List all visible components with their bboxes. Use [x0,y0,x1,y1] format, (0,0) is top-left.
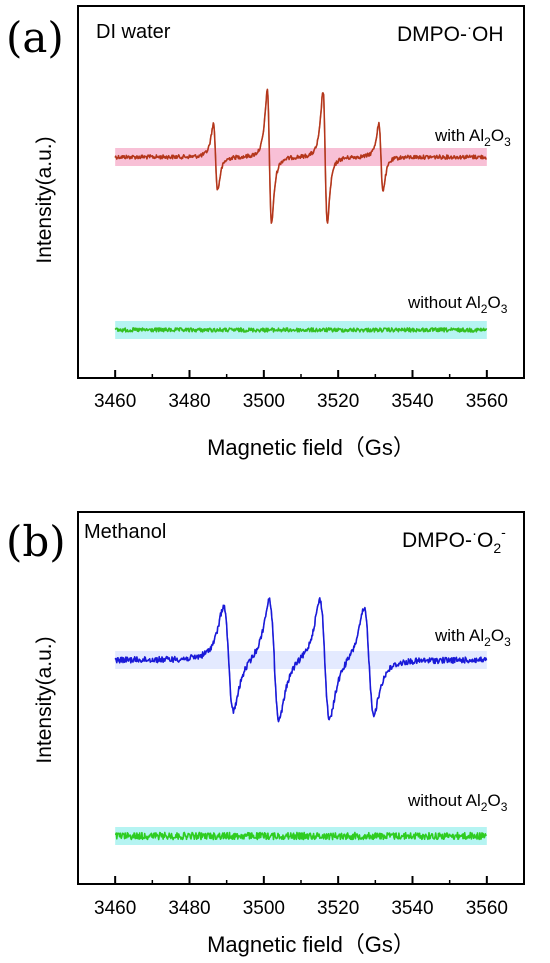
panel-a-species-label: DMPO-·OH [397,19,504,46]
panel-a-x-tick-label: 3560 [466,391,508,412]
panel-b-series-line-1 [114,831,487,841]
panel-a-x-tick-label: 3480 [168,391,210,412]
panel-a-x-axis: 3460 3480 3500 3520 3540 3560 [94,370,508,412]
panel-a-x-tick-label: 3460 [94,391,136,412]
panel-a-x-tick-label: 3500 [243,391,285,412]
panel-a-x-axis-title: Magnetic field（Gs） [207,435,415,460]
panel-a-x-tick-label: 3520 [317,391,359,412]
panel-b-x-tick-label: 3460 [94,898,136,919]
panel-b-x-tick-label: 3560 [466,898,508,919]
panel-b-species-label: DMPO-·O2- [402,524,506,556]
panel-b-series-layer [114,597,488,845]
panel-b-x-axis-title: Magnetic field（Gs） [207,932,415,957]
panel-a-series-line-0 [114,88,487,224]
panel-b: (b) Methanol DMPO-·O2- with Al2O3 withou… [6,511,525,957]
panel-a-legend-without: without Al2O3 [407,293,508,316]
panel-a-series-layer [114,88,488,339]
panel-b-legend-without: without Al2O3 [407,791,508,814]
panel-a-series-line-1 [114,327,488,333]
panel-b-letter: (b) [6,517,66,566]
panel-a-solvent-label: DI water [96,21,171,43]
panel-b-y-axis-title: Intensity(a.u.) [33,636,56,763]
panel-a-letter: (a) [6,13,64,62]
panel-b-solvent-label: Methanol [84,521,166,543]
panel-b-x-axis: 3460 3480 3500 3520 3540 3560 [94,876,508,919]
panel-b-x-tick-label: 3540 [391,898,433,919]
panel-b-x-tick-label: 3520 [317,898,359,919]
panel-a-x-tick-label: 3540 [391,391,433,412]
panel-b-x-tick-label: 3500 [243,898,285,919]
panel-b-series-line-0 [114,597,488,723]
panel-a-y-axis-title: Intensity(a.u.) [33,136,56,263]
panel-a-legend-with: with Al2O3 [434,126,511,149]
panel-a: (a) DI water DMPO-·OH with Al2O3 without… [6,5,525,460]
panel-b-legend-with: with Al2O3 [434,626,511,649]
panel-b-x-tick-label: 3480 [168,898,210,919]
